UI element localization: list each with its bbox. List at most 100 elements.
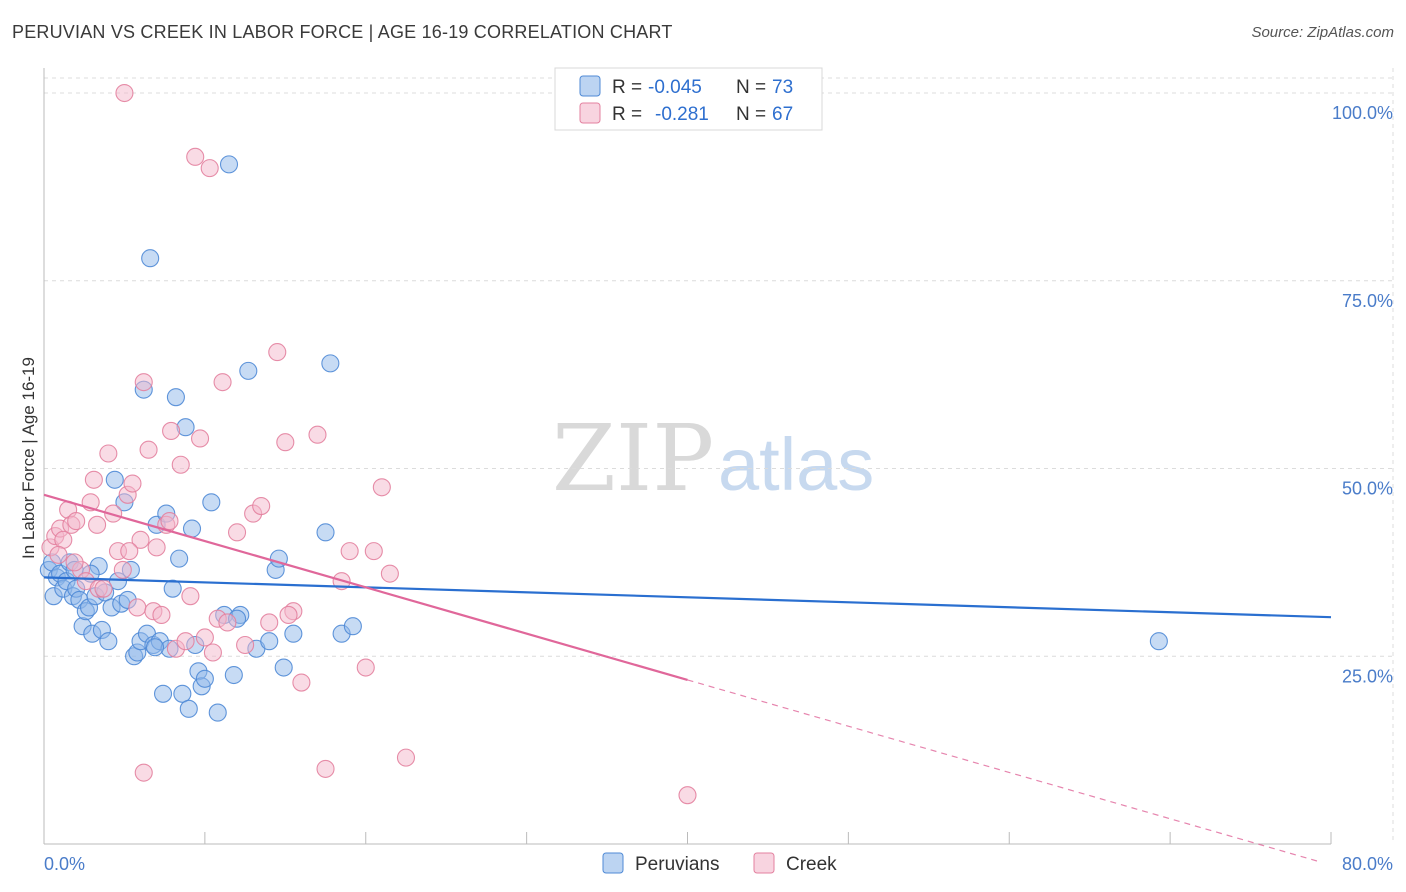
x-tick-labels: 0.0% 80.0% bbox=[44, 854, 1393, 874]
point-creek bbox=[94, 579, 113, 598]
trend-line-creek bbox=[43, 493, 688, 681]
point-peruvians bbox=[105, 470, 124, 489]
point-peruvians bbox=[343, 617, 362, 636]
point-creek bbox=[49, 545, 68, 564]
point-creek bbox=[268, 343, 287, 362]
point-creek bbox=[252, 497, 271, 516]
point-peruvians bbox=[179, 699, 198, 718]
point-creek bbox=[372, 478, 391, 497]
point-creek bbox=[279, 605, 298, 625]
y-tick-label: 25.0% bbox=[1342, 666, 1393, 686]
point-creek bbox=[356, 658, 375, 677]
point-creek bbox=[260, 613, 279, 632]
trend-lines bbox=[43, 493, 1332, 862]
series-legend-swatch-peruvians bbox=[602, 852, 624, 874]
series-legend-swatch-creek bbox=[753, 852, 775, 874]
legend-r-label-peruvians: R = bbox=[612, 77, 642, 98]
point-peruvians bbox=[224, 665, 243, 685]
point-creek bbox=[99, 444, 118, 463]
point-peruvians bbox=[173, 684, 192, 703]
point-peruvians bbox=[153, 684, 173, 703]
point-creek bbox=[171, 455, 190, 474]
point-creek bbox=[176, 632, 195, 651]
point-creek bbox=[276, 433, 295, 452]
legend-r-label-creek: R = bbox=[612, 104, 642, 125]
point-creek bbox=[134, 763, 153, 782]
point-creek bbox=[678, 786, 697, 805]
point-creek bbox=[340, 542, 359, 561]
point-peruvians bbox=[99, 632, 118, 651]
point-creek bbox=[308, 425, 327, 444]
point-creek bbox=[131, 530, 150, 549]
y-tick-labels: 25.0% 50.0% 75.0% 100.0% bbox=[1332, 103, 1393, 686]
point-creek bbox=[139, 440, 158, 459]
scatter-points bbox=[39, 83, 1168, 805]
point-peruvians bbox=[316, 523, 335, 542]
point-creek bbox=[84, 470, 103, 489]
point-peruvians bbox=[260, 632, 279, 651]
point-creek bbox=[195, 628, 214, 647]
x-tick-label: 80.0% bbox=[1342, 854, 1393, 874]
series-legend-label-peruvians: Peruvians bbox=[635, 854, 720, 875]
point-creek bbox=[115, 83, 134, 103]
watermark-zip: ZIP bbox=[552, 405, 714, 512]
point-creek bbox=[123, 474, 142, 493]
trend-line-peruvians bbox=[43, 576, 1332, 619]
point-creek bbox=[396, 748, 416, 767]
point-creek bbox=[120, 542, 139, 561]
point-creek bbox=[200, 159, 219, 178]
point-creek bbox=[203, 643, 222, 662]
point-creek bbox=[160, 512, 179, 531]
point-creek bbox=[190, 429, 210, 448]
point-creek bbox=[54, 530, 73, 549]
point-peruvians bbox=[170, 549, 189, 568]
series-legend-label-creek: Creek bbox=[786, 854, 837, 875]
point-peruvians bbox=[195, 669, 214, 688]
y-axis-label: In Labor Force | Age 16-19 bbox=[19, 357, 38, 559]
point-peruvians bbox=[145, 638, 165, 657]
point-peruvians bbox=[166, 388, 185, 407]
legend-n-value-creek: 67 bbox=[772, 104, 793, 125]
legend-r-value-creek: -0.281 bbox=[655, 104, 709, 125]
point-creek bbox=[152, 605, 171, 625]
point-creek bbox=[213, 373, 232, 392]
chart-source: Source: ZipAtlas.com bbox=[1251, 24, 1394, 41]
point-creek bbox=[181, 587, 200, 606]
point-peruvians bbox=[284, 624, 303, 643]
point-creek bbox=[236, 635, 255, 655]
point-peruvians bbox=[219, 155, 239, 174]
point-creek bbox=[292, 673, 311, 692]
y-tick-label: 100.0% bbox=[1332, 103, 1393, 123]
point-peruvians bbox=[163, 579, 182, 598]
point-creek bbox=[67, 512, 86, 531]
x-tick-label: 0.0% bbox=[44, 854, 85, 874]
point-creek bbox=[113, 560, 132, 579]
legend-n-label-creek: N = bbox=[736, 104, 766, 125]
point-creek bbox=[316, 759, 335, 778]
point-creek bbox=[128, 598, 147, 617]
legend-n-value-peruvians: 73 bbox=[772, 77, 793, 98]
point-peruvians bbox=[239, 361, 258, 380]
y-tick-label: 50.0% bbox=[1342, 479, 1393, 499]
point-peruvians bbox=[141, 249, 160, 268]
point-creek bbox=[162, 421, 181, 441]
point-peruvians bbox=[1149, 632, 1168, 651]
axes bbox=[43, 68, 1332, 845]
point-peruvians bbox=[321, 354, 340, 373]
point-creek bbox=[228, 523, 247, 542]
point-creek bbox=[186, 147, 205, 166]
point-creek bbox=[88, 515, 107, 534]
point-creek bbox=[134, 373, 153, 392]
point-creek bbox=[65, 553, 84, 572]
point-creek bbox=[218, 613, 237, 632]
point-peruvians bbox=[274, 658, 293, 677]
legend-swatch-creek bbox=[579, 102, 601, 124]
trend-line-creek-extension bbox=[687, 679, 1319, 862]
point-creek bbox=[147, 538, 166, 557]
series-legend: Peruvians Creek bbox=[602, 852, 837, 875]
watermark: ZIP atlas bbox=[552, 405, 874, 512]
point-creek bbox=[380, 564, 399, 583]
chart-title: PERUVIAN VS CREEK IN LABOR FORCE | AGE 1… bbox=[12, 22, 673, 42]
legend-swatch-peruvians bbox=[579, 75, 601, 97]
